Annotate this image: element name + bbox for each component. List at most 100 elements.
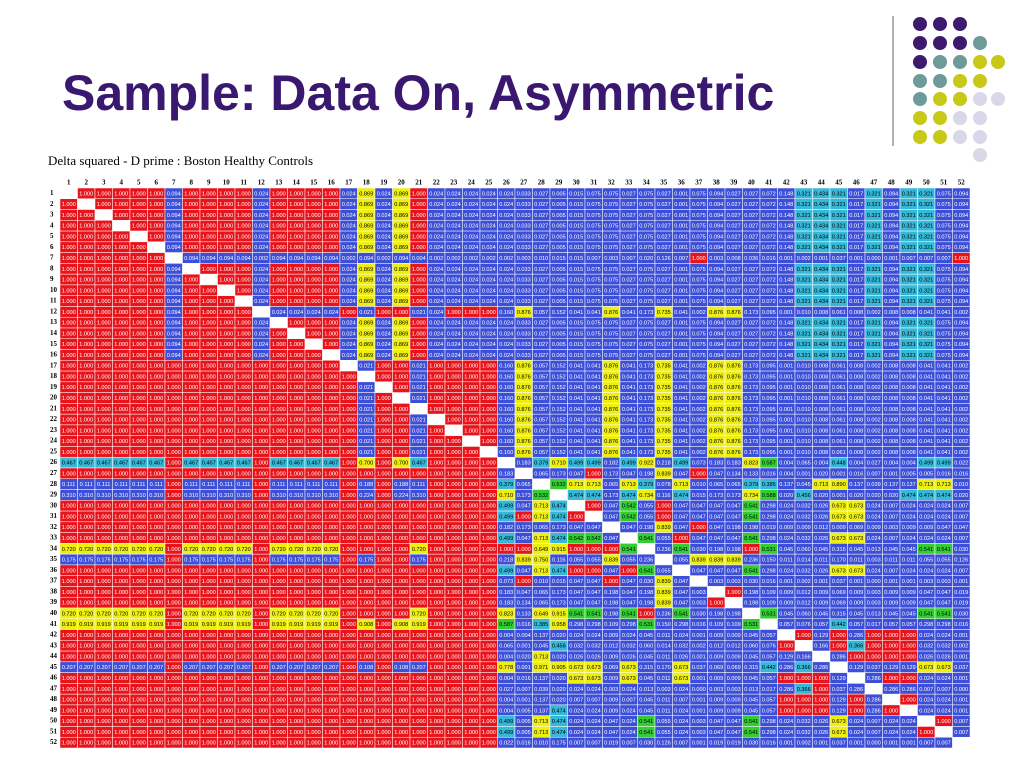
cell-value: 0.075: [639, 267, 653, 273]
cell-value: 1.000: [289, 568, 303, 574]
cell-value: 0.075: [587, 342, 601, 348]
cell-value: 0.075: [604, 267, 618, 273]
cell-value: 0.005: [552, 342, 566, 348]
cell-value: 0.012: [797, 601, 811, 607]
cell-value: 0.587: [499, 622, 513, 628]
cell-value: 0.024: [919, 504, 933, 510]
cell-value: 0.024: [447, 278, 461, 284]
cell-value: 0.001: [674, 191, 688, 197]
cell-value: 0.021: [412, 418, 426, 424]
cell-value: 0.094: [884, 267, 898, 273]
cell-value: 1.000: [202, 245, 216, 251]
cell-value: 0.541: [639, 568, 653, 574]
cell-value: 0.094: [954, 202, 968, 208]
cell-value: 1.000: [219, 385, 233, 391]
cell-value: 0.869: [359, 321, 373, 327]
cell-value: 0.047: [569, 525, 583, 531]
cell-value: 0.024: [342, 267, 356, 273]
cell-value: 0.027: [534, 213, 548, 219]
cell-value: 1.000: [237, 224, 251, 230]
cell-value: 1.000: [307, 579, 321, 585]
cell-value: 0.011: [657, 676, 671, 682]
cell-value: 0.499: [499, 568, 513, 574]
cell-value: 1.000: [639, 611, 653, 617]
cell-value: 0.003: [867, 590, 881, 596]
cell-value: 0.075: [587, 213, 601, 219]
cell-value: 0.173: [744, 310, 758, 316]
cell-value: 0.188: [359, 482, 373, 488]
cell-value: 0.007: [884, 514, 898, 520]
cell-value: 1.000: [79, 471, 93, 477]
cell-value: 0.434: [814, 191, 828, 197]
cell-value: 0.009: [902, 590, 916, 596]
cell-value: 0.720: [307, 611, 321, 617]
cell-value: 1.000: [237, 245, 251, 251]
cell-value: 0.024: [254, 234, 268, 240]
cell-value: 1.000: [219, 590, 233, 596]
cell-value: 0.876: [604, 450, 618, 456]
cell-value: 0.720: [289, 547, 303, 553]
cell-value: 1.000: [324, 514, 338, 520]
cell-value: 0.047: [569, 590, 583, 596]
cell-value: 1.000: [132, 590, 146, 596]
cell-value: 1.000: [482, 558, 496, 564]
cell-value: 1.000: [254, 385, 268, 391]
cell-value: 0.207: [219, 665, 233, 671]
cell-value: 0.075: [692, 331, 706, 337]
cell-value: 0.649: [534, 547, 548, 553]
cell-value: 0.065: [534, 525, 548, 531]
cell-value: 0.133: [744, 471, 758, 477]
cell-value: 0.003: [709, 256, 723, 262]
cell-value: 0.033: [517, 321, 531, 327]
cell-value: 0.094: [237, 256, 251, 262]
cell-value: 1.000: [429, 568, 443, 574]
cell-value: 0.094: [167, 202, 181, 208]
cell-value: 0.007: [587, 256, 601, 262]
cell-value: 1.000: [167, 428, 181, 434]
cell-value: 0.024: [342, 342, 356, 348]
cell-value: 1.000: [237, 450, 251, 456]
cell-value: 0.321: [902, 245, 916, 251]
cell-value: 1.000: [832, 644, 846, 650]
cell-value: 1.000: [482, 633, 496, 639]
cell-value: 0.020: [552, 687, 566, 693]
cell-value: 0.017: [849, 321, 863, 327]
cell-value: 0.175: [132, 558, 146, 564]
cell-value: 1.000: [79, 310, 93, 316]
cell-value: 0.011: [849, 558, 863, 564]
cell-value: 1.000: [272, 278, 286, 284]
cell-value: 0.075: [587, 278, 601, 284]
cell-value: 1.000: [79, 568, 93, 574]
cell-value: 0.047: [709, 471, 723, 477]
cell-value: 0.720: [412, 611, 426, 617]
cell-value: 1.000: [219, 310, 233, 316]
cell-value: 0.024: [937, 536, 951, 542]
cell-value: 0.366: [797, 687, 811, 693]
cell-value: 0.713: [587, 482, 601, 488]
cell-value: 1.000: [377, 461, 391, 467]
cell-value: 0.075: [587, 224, 601, 230]
cell-value: 0.021: [412, 450, 426, 456]
cell-value: 1.000: [447, 504, 461, 510]
cell-value: 0.024: [499, 342, 513, 348]
cell-value: 0.002: [867, 450, 881, 456]
cell-value: 0.024: [342, 213, 356, 219]
cell-value: 0.541: [569, 611, 583, 617]
cell-value: 1.000: [307, 450, 321, 456]
cell-value: 0.061: [832, 364, 846, 370]
cell-value: 0.075: [692, 213, 706, 219]
cell-value: 1.000: [272, 353, 286, 359]
cell-value: 0.735: [657, 439, 671, 445]
cell-value: 1.000: [377, 450, 391, 456]
cell-value: 1.000: [62, 385, 76, 391]
cell-value: 1.000: [604, 579, 618, 585]
cell-value: 1.000: [377, 482, 391, 488]
cell-value: 0.047: [604, 514, 618, 520]
cell-value: 0.008: [884, 407, 898, 413]
cell-value: 0.207: [79, 665, 93, 671]
cell-value: 1.000: [289, 428, 303, 434]
cell-value: 0.024: [902, 514, 916, 520]
cell-value: 0.024: [342, 234, 356, 240]
cell-value: 0.045: [814, 611, 828, 617]
cell-value: 1.000: [324, 450, 338, 456]
